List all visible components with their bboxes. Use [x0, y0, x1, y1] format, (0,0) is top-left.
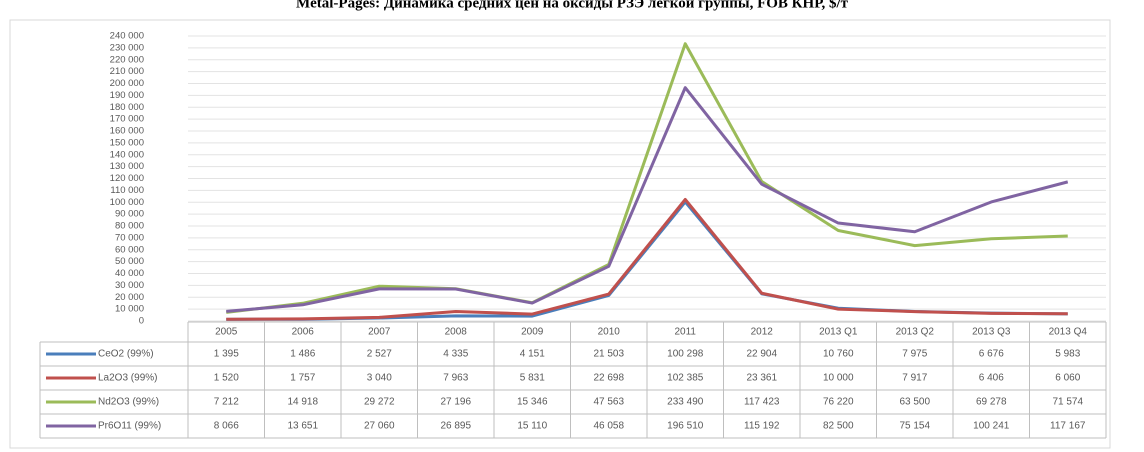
series-line [226, 42, 1068, 314]
y-tick-label: 60 000 [115, 244, 144, 255]
table-cell: 6 406 [979, 373, 1004, 384]
table-cell: 5 983 [1055, 349, 1080, 360]
table-cell: 115 192 [744, 421, 780, 432]
y-tick-label: 30 000 [115, 280, 144, 291]
table-cell: 14 918 [287, 397, 318, 408]
table-cell: 76 220 [823, 397, 854, 408]
table-cell: 46 058 [593, 421, 624, 432]
x-tick-label: 2013 Q1 [819, 327, 858, 338]
table-cell: 15 110 [517, 421, 547, 432]
table-cell: 2 527 [367, 349, 392, 360]
x-tick-label: 2012 [751, 327, 774, 338]
table-cell: 1 757 [290, 373, 315, 384]
y-tick-label: 40 000 [115, 268, 144, 279]
table-cell: 233 490 [667, 397, 704, 408]
table-cell: 1 395 [214, 349, 239, 360]
x-tick-label: 2009 [521, 327, 544, 338]
y-tick-label: 100 000 [110, 197, 144, 208]
table-cell: 7 975 [902, 349, 927, 360]
table-cell: 8 066 [214, 421, 239, 432]
y-tick-label: 190 000 [110, 90, 144, 101]
table-cell: 29 272 [364, 397, 395, 408]
table-cell: 71 574 [1052, 397, 1083, 408]
legend-label: Pr6O11 (99%) [98, 421, 161, 432]
y-tick-label: 200 000 [110, 78, 144, 89]
x-tick-label: 2013 Q3 [972, 327, 1011, 338]
chart-title: Metal-Pages: Динамика средних цен на окс… [296, 0, 849, 11]
table-cell: 27 196 [440, 397, 471, 408]
y-tick-label: 160 000 [110, 126, 144, 137]
series-line [226, 86, 1069, 313]
table-cell: 102 385 [667, 373, 704, 384]
table-cell: 22 904 [746, 349, 777, 360]
y-tick-label: 20 000 [115, 292, 144, 303]
y-tick-label: 80 000 [115, 221, 144, 232]
table-cell: 5 831 [520, 373, 545, 384]
y-tick-label: 170 000 [110, 114, 144, 125]
x-tick-label: 2010 [598, 327, 621, 338]
y-tick-label: 150 000 [110, 137, 144, 148]
table-cell: 117 167 [1050, 421, 1086, 432]
y-tick-label: 140 000 [110, 149, 144, 160]
series-line [226, 197, 1068, 321]
legend-label: La2O3 (99%) [98, 373, 157, 384]
y-tick-label: 220 000 [110, 54, 144, 65]
y-tick-label: 210 000 [110, 66, 144, 77]
table-cell: 6 676 [979, 349, 1004, 360]
table-cell: 22 698 [593, 373, 624, 384]
y-tick-label: 110 000 [110, 185, 144, 196]
table-cell: 7 963 [443, 373, 468, 384]
table-cell: 6 060 [1055, 373, 1080, 384]
table-cell: 196 510 [667, 421, 704, 432]
table-cell: 13 651 [287, 421, 318, 432]
table-cell: 100 241 [973, 421, 1010, 432]
y-tick-label: 120 000 [110, 173, 144, 184]
x-tick-label: 2006 [292, 327, 315, 338]
table-cell: 10 760 [823, 349, 854, 360]
x-tick-label: 2011 [674, 327, 696, 338]
legend-label: CeO2 (99%) [98, 349, 154, 360]
table-cell: 15 346 [517, 397, 548, 408]
table-cell: 100 298 [667, 349, 704, 360]
table-cell: 1 520 [214, 373, 239, 384]
x-tick-label: 2013 Q2 [896, 327, 935, 338]
y-tick-label: 50 000 [115, 256, 144, 267]
y-tick-label: 70 000 [115, 232, 144, 243]
y-tick-label: 180 000 [110, 102, 144, 113]
table-cell: 63 500 [899, 397, 930, 408]
table-cell: 75 154 [899, 421, 930, 432]
table-cell: 21 503 [593, 349, 624, 360]
table-cell: 7 212 [214, 397, 239, 408]
table-cell: 117 423 [744, 397, 780, 408]
x-tick-label: 2013 Q4 [1049, 327, 1088, 338]
x-tick-label: 2005 [215, 327, 238, 338]
y-tick-label: 10 000 [115, 304, 144, 315]
table-cell: 69 278 [976, 397, 1007, 408]
y-tick-label: 90 000 [115, 209, 144, 220]
y-tick-label: 0 [139, 316, 144, 327]
table-cell: 26 895 [440, 421, 471, 432]
x-tick-label: 2007 [368, 327, 391, 338]
table-cell: 82 500 [823, 421, 854, 432]
table-cell: 1 486 [290, 349, 315, 360]
table-cell: 7 917 [902, 373, 927, 384]
table-cell: 27 060 [364, 421, 395, 432]
table-cell: 4 151 [520, 349, 545, 360]
x-tick-label: 2008 [445, 327, 468, 338]
table-cell: 3 040 [367, 373, 392, 384]
legend-label: Nd2O3 (99%) [98, 397, 159, 408]
y-tick-label: 130 000 [110, 161, 144, 172]
chart-frame [9, 19, 1111, 449]
table-cell: 23 361 [746, 373, 777, 384]
y-tick-label: 240 000 [110, 31, 144, 42]
y-tick-label: 230 000 [110, 42, 144, 53]
table-cell: 10 000 [823, 373, 854, 384]
table-cell: 4 335 [443, 349, 468, 360]
table-cell: 47 563 [593, 397, 624, 408]
